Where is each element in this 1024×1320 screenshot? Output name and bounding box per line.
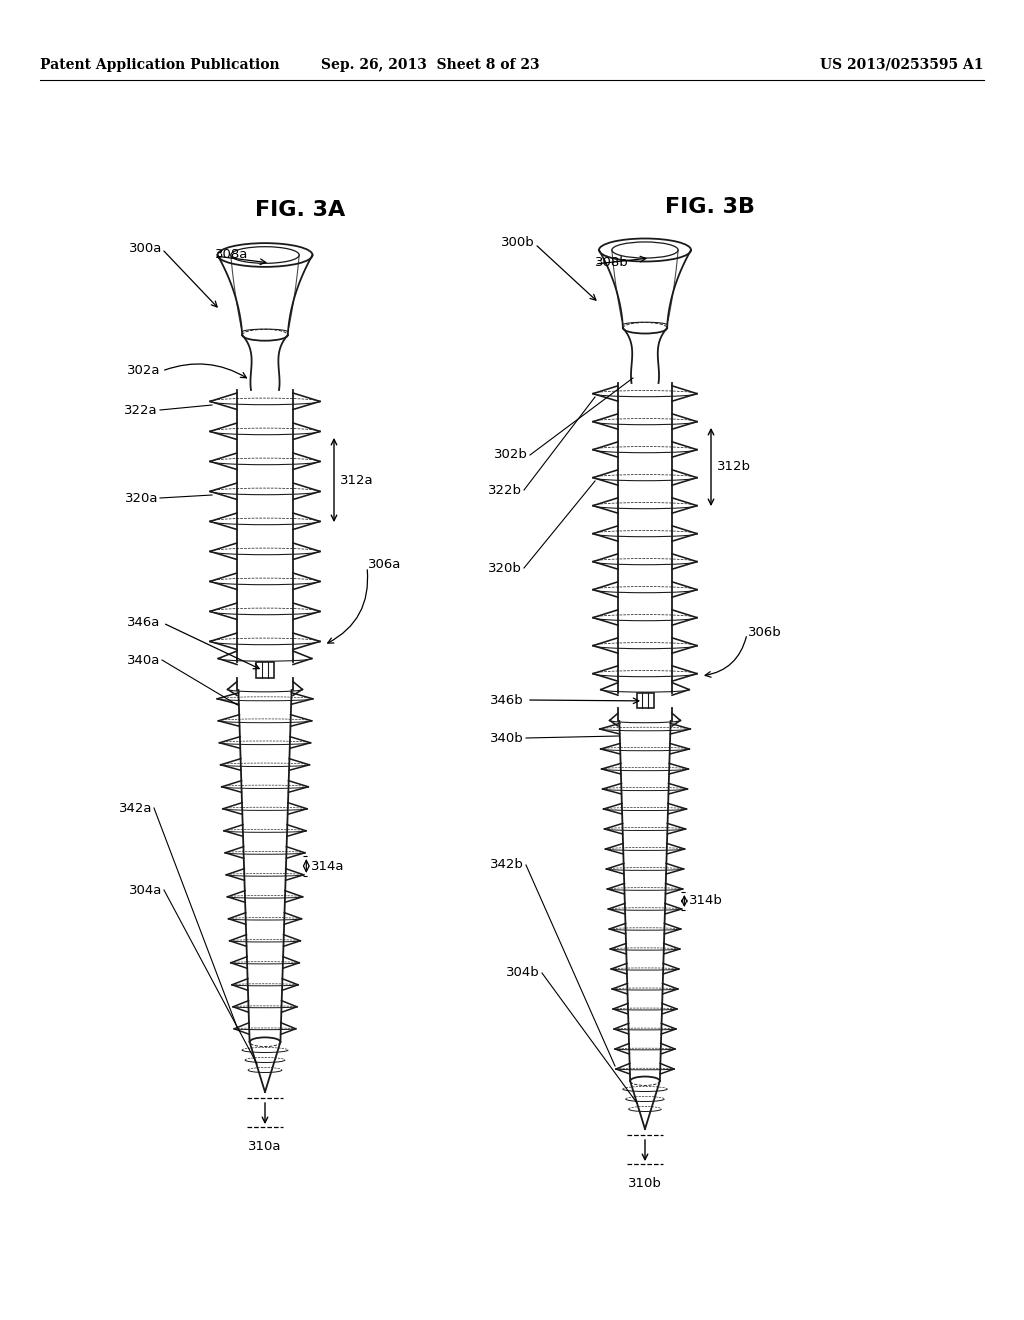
Text: 310a: 310a	[248, 1140, 282, 1152]
Text: 308b: 308b	[595, 256, 629, 269]
Text: 322b: 322b	[488, 483, 522, 496]
Text: 342a: 342a	[119, 801, 152, 814]
Text: 314b: 314b	[689, 895, 723, 908]
Text: 306a: 306a	[368, 558, 401, 572]
Text: 320a: 320a	[125, 491, 158, 504]
Text: FIG. 3A: FIG. 3A	[255, 201, 345, 220]
Text: 310b: 310b	[628, 1177, 662, 1191]
Text: Patent Application Publication: Patent Application Publication	[40, 58, 280, 73]
Text: 302a: 302a	[127, 363, 160, 376]
Text: 312b: 312b	[717, 461, 751, 474]
Text: Sep. 26, 2013  Sheet 8 of 23: Sep. 26, 2013 Sheet 8 of 23	[321, 58, 540, 73]
Text: 300b: 300b	[502, 236, 535, 249]
Text: 320b: 320b	[488, 561, 522, 574]
Text: 300a: 300a	[129, 242, 162, 255]
Text: 322a: 322a	[124, 404, 158, 417]
Text: 306b: 306b	[748, 626, 781, 639]
Text: 304a: 304a	[129, 883, 162, 896]
Text: 304b: 304b	[506, 966, 540, 979]
Text: 346b: 346b	[490, 693, 524, 706]
Text: 340a: 340a	[127, 653, 160, 667]
Text: 340b: 340b	[490, 731, 524, 744]
Text: 346a: 346a	[127, 616, 160, 630]
Text: US 2013/0253595 A1: US 2013/0253595 A1	[820, 58, 984, 73]
Text: 314a: 314a	[311, 859, 345, 873]
Text: 312a: 312a	[340, 474, 374, 487]
Bar	[637, 693, 653, 709]
Text: 308a: 308a	[215, 248, 249, 261]
Text: 302b: 302b	[495, 449, 528, 462]
Text: FIG. 3B: FIG. 3B	[665, 197, 755, 216]
Text: 342b: 342b	[490, 858, 524, 871]
Bar	[256, 663, 274, 678]
